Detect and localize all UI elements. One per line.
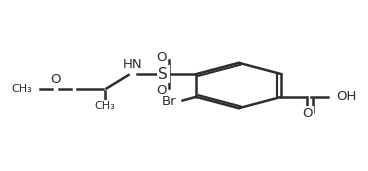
Text: Br: Br: [162, 95, 176, 108]
Text: O: O: [50, 73, 61, 86]
Text: CH₃: CH₃: [95, 101, 115, 111]
Text: HN: HN: [122, 58, 142, 71]
Text: O: O: [156, 51, 167, 64]
Text: OH: OH: [336, 90, 357, 103]
Text: CH₃: CH₃: [11, 84, 32, 94]
Text: O: O: [156, 84, 167, 97]
Text: O: O: [302, 107, 312, 120]
Text: S: S: [158, 67, 168, 82]
